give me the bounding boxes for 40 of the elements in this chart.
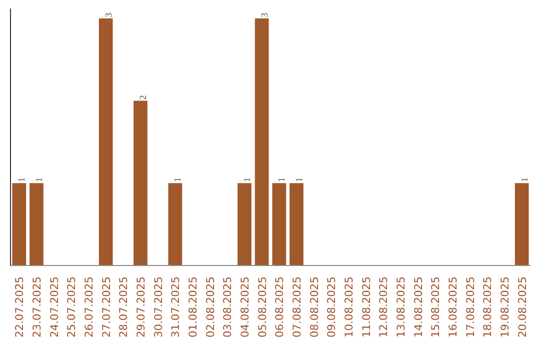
- x-tick-label: 18.08.2025: [481, 276, 494, 338]
- data-label: 1: [18, 177, 28, 182]
- x-tick-label: 05.08.2025: [256, 276, 269, 338]
- x-tick-label: 14.08.2025: [412, 276, 425, 338]
- data-label: 1: [243, 177, 254, 182]
- x-tick-label: 25.07.2025: [65, 276, 78, 338]
- x-tick-label: 20.08.2025: [516, 276, 529, 338]
- x-tick-label: 02.08.2025: [204, 276, 217, 338]
- x-tick-label: 06.08.2025: [273, 276, 286, 338]
- x-tick-label: 10.08.2025: [342, 276, 356, 338]
- x-tick-label: 28.07.2025: [117, 276, 130, 338]
- x-tick-label: 24.07.2025: [48, 276, 61, 338]
- x-tick-label: 01.08.2025: [186, 276, 200, 338]
- x-tick-label: 08.08.2025: [308, 276, 321, 338]
- x-tick-label: 31.07.2025: [169, 276, 182, 338]
- x-tick-label: 15.08.2025: [429, 276, 442, 338]
- x-tick-label: 22.07.2025: [13, 276, 26, 338]
- x-tick-label: 27.07.2025: [100, 276, 113, 338]
- data-label: 1: [295, 177, 306, 182]
- data-label: 3: [104, 12, 114, 18]
- x-tick-label: 17.08.2025: [464, 276, 477, 338]
- x-tick-label: 16.08.2025: [446, 276, 460, 338]
- x-tick-label: 29.07.2025: [134, 276, 148, 338]
- x-tick-label: 30.07.2025: [152, 276, 165, 338]
- x-tick-label: 23.07.2025: [30, 276, 44, 338]
- data-label: 1: [520, 177, 530, 182]
- data-label: 1: [278, 177, 288, 182]
- x-tick-label: 07.08.2025: [290, 276, 304, 338]
- data-label: 1: [174, 177, 184, 182]
- data-label: 1: [35, 177, 46, 182]
- x-tick-label: 09.08.2025: [325, 276, 338, 338]
- x-tick-label: 26.07.2025: [82, 276, 96, 338]
- x-tick-label: 19.08.2025: [498, 276, 512, 338]
- x-tick-label: 04.08.2025: [238, 276, 252, 338]
- x-tick-label: 12.08.2025: [377, 276, 390, 338]
- data-label: 3: [260, 12, 270, 18]
- x-tick-label: 11.08.2025: [360, 276, 373, 338]
- x-tick-label: 13.08.2025: [394, 276, 408, 338]
- data-label: 2: [139, 94, 150, 100]
- x-tick-label: 03.08.2025: [221, 276, 234, 338]
